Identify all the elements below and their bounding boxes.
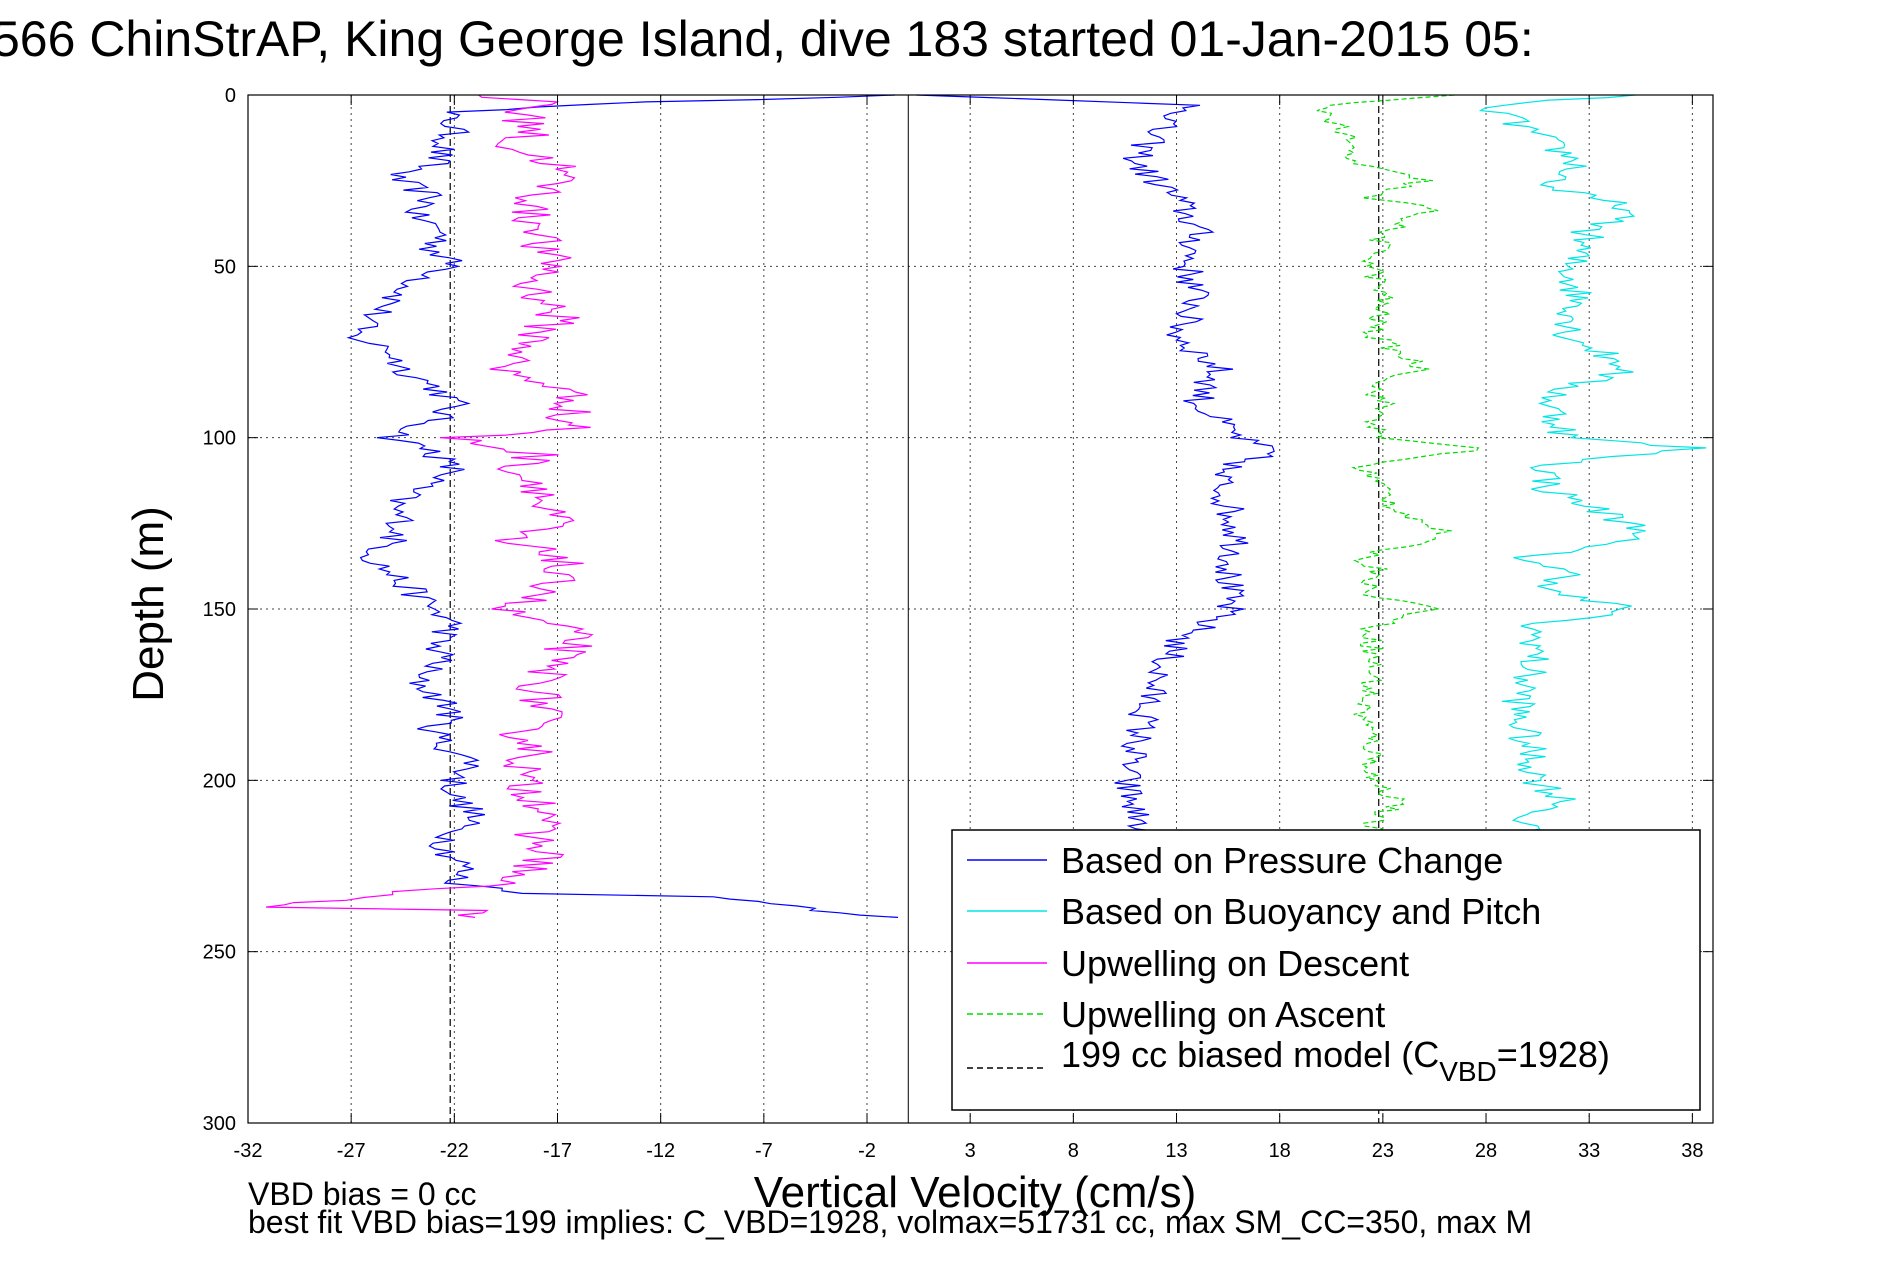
y-tick-label: 0 <box>225 85 236 107</box>
y-tick-label: 300 <box>203 1113 236 1135</box>
y-tick-label: 50 <box>214 256 236 278</box>
series-pressure-ascent <box>916 94 1275 850</box>
series-buoyancy <box>1478 94 1707 833</box>
y-tick-label: 150 <box>203 599 236 621</box>
y-tick-label: 100 <box>203 428 236 450</box>
x-tick-label: -32 <box>234 1140 263 1162</box>
x-tick-label: 23 <box>1372 1140 1394 1162</box>
legend-label-descent: Upwelling on Descent <box>1061 943 1409 984</box>
x-tick-label: -27 <box>337 1140 366 1162</box>
axes-layer: -32 -27 -22 -17 -12 -7 -2 3 8 13 18 23 28 33 380501001… <box>203 85 1714 1162</box>
legend-label-ascent: Upwelling on Ascent <box>1061 994 1385 1035</box>
x-tick-label: 13 <box>1165 1140 1187 1162</box>
x-tick-label: -2 <box>858 1140 876 1162</box>
x-tick-label: -12 <box>646 1140 675 1162</box>
x-tick-label: 28 <box>1475 1140 1497 1162</box>
y-tick-label: 250 <box>203 942 236 964</box>
x-tick-label: 33 <box>1578 1140 1600 1162</box>
vbd-bias-note: VBD bias = 0 cc <box>248 1176 477 1212</box>
legend-box <box>951 829 1701 1111</box>
series-layer <box>266 94 1707 1123</box>
x-tick-label: -17 <box>543 1140 572 1162</box>
x-axis-label: Vertical Velocity (cm/s) <box>754 1168 1197 1217</box>
series-pressure-descent <box>346 94 899 918</box>
x-tick-label: 18 <box>1269 1140 1291 1162</box>
x-tick-label: -7 <box>755 1140 773 1162</box>
series-upwelling-descent <box>266 94 594 918</box>
chart-title: 566 ChinStrAP, King George Island, dive … <box>0 11 1534 67</box>
x-tick-label: 3 <box>965 1140 976 1162</box>
x-tick-label: 38 <box>1681 1140 1703 1162</box>
legend: Based on Pressure Change Based on Buoyan… <box>951 829 1701 1111</box>
best-fit-note: best fit VBD bias=199 implies: C_VBD=192… <box>248 1204 1532 1240</box>
y-axis-label: Depth (m) <box>124 506 173 702</box>
legend-label-pressure: Based on Pressure Change <box>1061 840 1503 881</box>
legend-label-model: 199 cc biased model (CVBD=1928) <box>1061 1034 1610 1087</box>
y-tick-label: 200 <box>203 770 236 792</box>
series-upwelling-ascent <box>1316 94 1480 833</box>
x-tick-label: -22 <box>440 1140 469 1162</box>
x-tick-label: 8 <box>1068 1140 1079 1162</box>
legend-label-buoyancy: Based on Buoyancy and Pitch <box>1061 891 1541 932</box>
